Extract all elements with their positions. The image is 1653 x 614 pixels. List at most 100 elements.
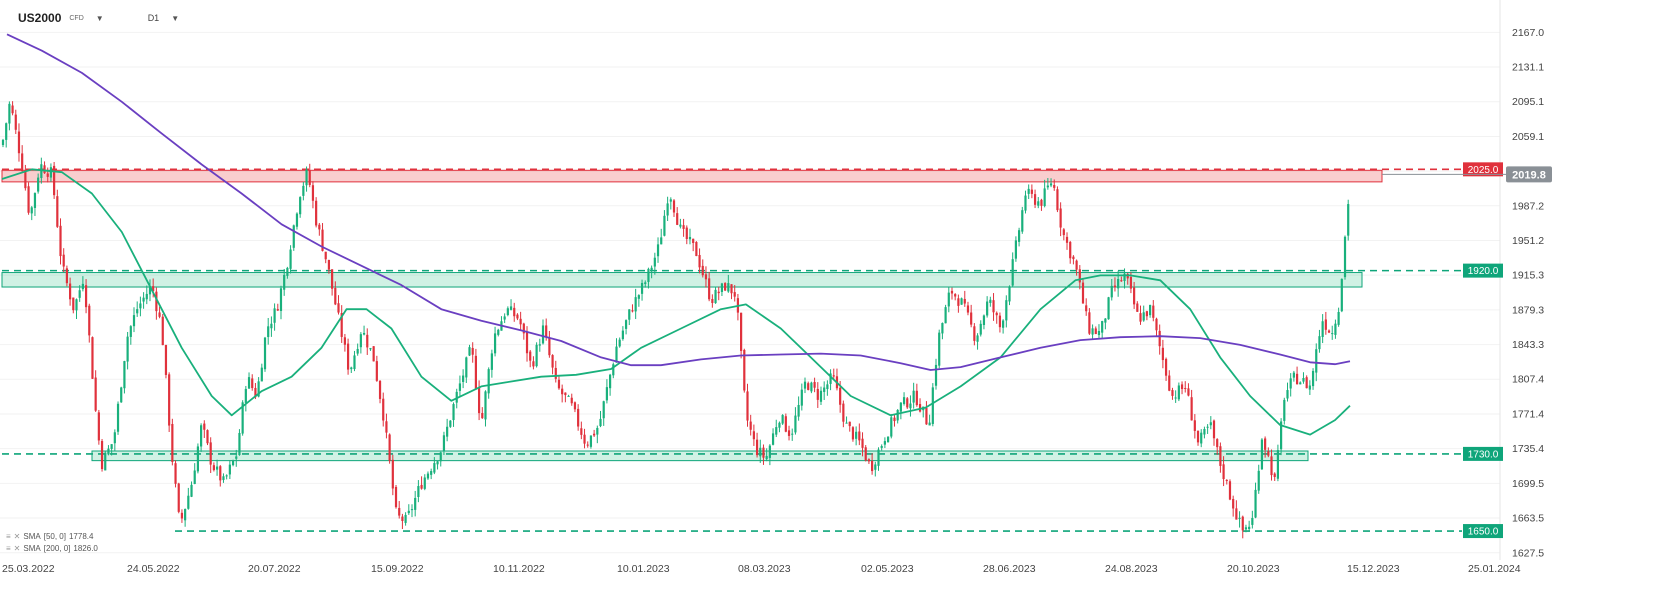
candle-body xyxy=(1308,385,1311,390)
candle-body xyxy=(1155,318,1158,331)
candle-body xyxy=(1235,508,1238,520)
candle-body xyxy=(1104,318,1107,323)
candle-body xyxy=(1289,378,1292,389)
candle-body xyxy=(743,349,746,391)
candle-body xyxy=(570,397,573,404)
candle-body xyxy=(327,259,331,270)
candle-body xyxy=(1043,188,1046,207)
candle-body xyxy=(826,384,829,390)
candle-body xyxy=(1203,429,1206,435)
candle-body xyxy=(1267,451,1270,456)
candle-body xyxy=(803,381,807,389)
candle-body xyxy=(787,430,791,436)
candle-body xyxy=(618,339,621,347)
candle-body xyxy=(963,298,966,304)
legend-sma-200: ≡ ✕ SMA [200, 0] 1826.0 xyxy=(6,543,98,555)
candle-body xyxy=(1002,320,1005,328)
x-tick-label: 28.06.2023 xyxy=(983,563,1036,575)
candle-body xyxy=(864,447,867,461)
candle-body xyxy=(276,309,279,311)
candle-body xyxy=(867,459,871,462)
candle-body xyxy=(966,305,970,313)
candle-body xyxy=(1024,195,1027,211)
candle-body xyxy=(954,294,957,297)
candle-body xyxy=(426,473,430,479)
candle-body xyxy=(762,447,765,458)
candle-body xyxy=(21,153,24,171)
indicator-settings-icon[interactable]: ≡ xyxy=(6,532,11,541)
price-axis[interactable]: 2167.02131.12095.12059.12023.21987.21951… xyxy=(1512,27,1544,559)
candle-body xyxy=(548,338,551,356)
candle-body xyxy=(893,417,896,422)
time-axis[interactable]: 25.03.2022 24.05.2022 20.07.2022 15.09.2022… xyxy=(2,563,1521,575)
candle-body xyxy=(477,387,481,414)
candle-body xyxy=(65,268,69,284)
indicator-settings-icon[interactable]: ≡ xyxy=(6,544,11,553)
candle-body xyxy=(957,298,960,306)
timeframe-dropdown-icon[interactable]: ▼ xyxy=(171,13,180,23)
candle-body xyxy=(755,439,759,456)
y-tick-label: 1663.5 xyxy=(1512,513,1544,525)
candle-body xyxy=(612,364,615,376)
timeframe-selector[interactable]: D1 xyxy=(147,13,160,23)
candle-body xyxy=(292,225,295,248)
candle-body xyxy=(711,298,714,303)
candle-body xyxy=(203,423,206,430)
indicator-remove-icon[interactable]: ✕ xyxy=(13,532,21,541)
x-tick-label: 08.03.2023 xyxy=(738,563,791,575)
y-tick-label: 1735.4 xyxy=(1512,443,1544,455)
candle-body xyxy=(324,251,327,260)
indicator-remove-icon[interactable]: ✕ xyxy=(13,544,21,553)
candle-body xyxy=(944,307,947,324)
candle-body xyxy=(816,388,819,400)
candle-body xyxy=(752,431,755,440)
candle-body xyxy=(88,305,91,336)
candle-body xyxy=(340,312,343,337)
candle-body xyxy=(740,312,743,351)
candle-body xyxy=(1251,517,1254,525)
candle-body xyxy=(855,431,858,439)
candle-body xyxy=(385,421,388,433)
candle-body xyxy=(624,320,628,329)
candle-body xyxy=(660,237,663,245)
candle-body xyxy=(791,433,794,435)
candle-body xyxy=(24,170,27,189)
candle-body xyxy=(1273,473,1276,477)
candle-body xyxy=(749,421,752,430)
candle-body xyxy=(401,516,404,521)
price-tags: 2025.0 1920.0 1730.0 1650.0 2019.8 xyxy=(1382,162,1552,539)
moving-averages xyxy=(1,33,1351,436)
candle-body xyxy=(1168,375,1171,391)
candle-body xyxy=(1085,305,1088,312)
candle-body xyxy=(1209,422,1212,426)
candle-body xyxy=(899,402,902,412)
candle-body xyxy=(206,430,209,444)
x-tick-label: 25.03.2022 xyxy=(2,563,55,575)
candle-body xyxy=(666,203,669,216)
candle-body xyxy=(1021,210,1024,232)
candle-body xyxy=(525,331,529,354)
candle-body xyxy=(506,308,509,316)
candle-body xyxy=(148,285,152,295)
symbol-name[interactable]: US2000 xyxy=(18,11,62,25)
candle-body xyxy=(631,310,634,312)
candle-body xyxy=(353,355,356,370)
candle-body xyxy=(1257,470,1260,491)
candle-body xyxy=(746,391,749,421)
candle-body xyxy=(995,312,998,316)
candle-body xyxy=(1260,439,1264,470)
candle-body xyxy=(321,229,324,251)
candle-body xyxy=(1327,330,1331,333)
current-price-tag-bg xyxy=(1506,166,1552,183)
candle-body xyxy=(238,432,241,456)
candle-body xyxy=(247,377,251,389)
candle-body xyxy=(992,300,995,313)
symbol-dropdown-icon[interactable]: ▼ xyxy=(95,13,104,23)
candle-body xyxy=(1334,323,1337,335)
candle-body xyxy=(439,452,442,462)
y-tick-label: 1807.4 xyxy=(1512,374,1544,386)
candle-body xyxy=(1302,378,1305,382)
candle-body xyxy=(490,353,493,370)
candle-body xyxy=(398,507,401,516)
